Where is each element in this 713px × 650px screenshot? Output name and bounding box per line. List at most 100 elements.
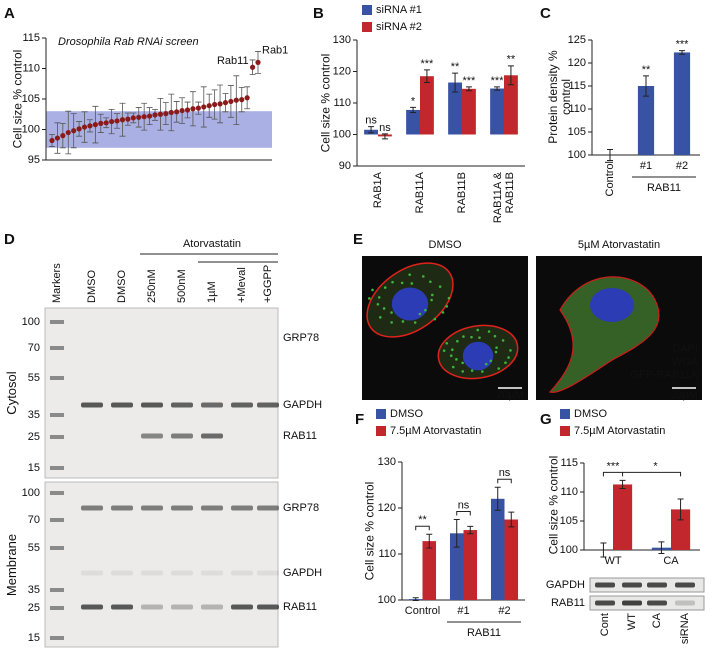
point — [49, 137, 55, 144]
vesicle — [418, 312, 422, 316]
blot-band — [622, 582, 642, 588]
point — [141, 114, 147, 120]
panel-letter: F — [355, 411, 364, 428]
vesicle — [447, 296, 451, 300]
bar — [490, 498, 505, 600]
point — [168, 109, 174, 116]
vesicle — [401, 320, 405, 323]
vesicle — [429, 280, 432, 284]
point — [65, 129, 71, 136]
x-tick-label: RAB1A — [371, 172, 384, 209]
legend-label: DMSO — [390, 408, 423, 420]
lane-label: DMSO — [85, 270, 98, 303]
band — [141, 505, 163, 511]
vesicle — [438, 285, 442, 288]
vesicle — [484, 362, 488, 366]
vesicle — [382, 307, 386, 310]
blot-band — [647, 582, 667, 588]
band-label: GRP78 — [283, 332, 319, 344]
error-bar — [381, 133, 388, 140]
point — [249, 64, 256, 70]
x-tick-label: WT — [604, 555, 621, 567]
bar — [490, 88, 504, 135]
x-tick-label: Control — [405, 605, 440, 617]
panel-letter: E — [353, 231, 363, 248]
blot-lane-label: Cont — [598, 613, 611, 637]
significance-label: ** — [451, 61, 460, 73]
nucleus — [462, 341, 494, 371]
bar — [463, 530, 478, 600]
error-bar — [423, 69, 430, 84]
blot-row-label: GAPDH — [546, 579, 585, 591]
band — [257, 604, 279, 610]
error-bar — [467, 525, 474, 535]
marker-label: 55 — [28, 372, 40, 384]
vesicle — [441, 311, 445, 314]
vesicle — [470, 369, 474, 372]
vesicle — [478, 336, 481, 339]
marker-band — [50, 466, 64, 470]
vesicle — [493, 334, 497, 338]
x-tick-label: RAB11A & RAB11B — [491, 172, 516, 224]
vesicle — [494, 350, 498, 354]
point — [255, 59, 261, 65]
error-bar — [508, 511, 515, 528]
vesicle — [376, 302, 380, 306]
vesicle — [400, 281, 404, 285]
vesicle — [501, 339, 505, 342]
channel-label: WGA — [672, 356, 699, 368]
y-tick-label: 100 — [568, 149, 586, 161]
marker-band — [50, 320, 64, 324]
comparison-label: ns — [499, 467, 511, 479]
vesicle — [476, 328, 480, 332]
band — [81, 570, 103, 576]
error-bar — [465, 86, 472, 92]
point — [87, 123, 93, 129]
error-bar — [494, 86, 501, 91]
point-label: Rab1 — [262, 44, 288, 56]
band-label: GAPDH — [283, 399, 322, 411]
band-label: GRP78 — [283, 502, 319, 514]
vesicle — [445, 305, 449, 308]
y-axis-label: Protein density % control — [545, 50, 573, 144]
y-axis-label: Cell size % control — [10, 49, 25, 149]
band — [111, 570, 133, 576]
error-bar — [677, 498, 684, 521]
point — [119, 117, 126, 123]
legend-label: siRNA #1 — [376, 4, 422, 16]
nucleus — [590, 288, 634, 322]
error-bar — [368, 126, 375, 134]
vesicle — [433, 317, 437, 321]
bar — [448, 82, 462, 135]
error-bar — [452, 72, 459, 93]
comparison-label: ** — [418, 514, 427, 526]
comparison-bracket — [456, 511, 471, 516]
x-tick-label: #2 — [676, 160, 688, 172]
treatment-label: Atorvastatin — [183, 238, 241, 250]
point — [195, 105, 201, 111]
error-bar — [453, 519, 460, 548]
blot-lane-label: CA — [650, 613, 663, 629]
marker-band — [50, 588, 64, 592]
bar — [420, 76, 434, 135]
blot-row-label: RAB11 — [551, 597, 585, 609]
marker-band — [50, 491, 64, 495]
marker-band — [50, 546, 64, 550]
vesicle — [470, 335, 473, 339]
band — [111, 505, 133, 511]
panel-letter: D — [4, 231, 15, 248]
error-bar — [619, 479, 626, 490]
blot-band — [595, 582, 615, 588]
y-tick-label: 110 — [22, 62, 40, 74]
point — [190, 106, 196, 112]
marker-label: 15 — [28, 462, 40, 474]
lane-label: +Meval — [235, 267, 248, 303]
y-tick-label: 130 — [378, 456, 396, 468]
y-tick-label: 110 — [378, 548, 396, 560]
point — [103, 120, 109, 126]
marker-band — [50, 346, 64, 350]
fraction-label: Membrane — [3, 533, 19, 597]
band — [81, 604, 103, 610]
legend-swatch — [560, 409, 570, 419]
vesicle — [497, 367, 501, 370]
